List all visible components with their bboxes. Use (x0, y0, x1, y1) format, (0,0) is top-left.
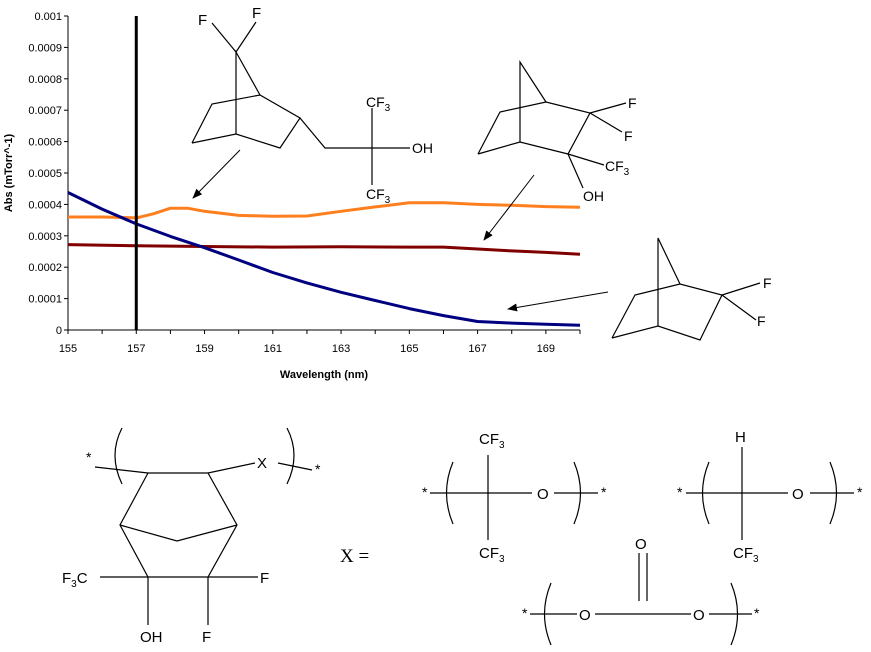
ub-star-left: * (677, 484, 683, 500)
poly-star-left: * (86, 449, 92, 465)
structure-right: F F (611, 237, 772, 341)
annotation-arrows (192, 149, 609, 312)
ua-cf3-top: CF3 (479, 431, 505, 451)
polymer-structure: * X * F3C OH F F (62, 427, 321, 646)
unit-a: * CF3 O CF3 * (422, 431, 607, 565)
poly-star-right: * (315, 461, 321, 477)
rt-f2: F (757, 313, 766, 329)
tl-f2: F (252, 5, 261, 22)
ua-cf3-bottom: CF3 (479, 545, 505, 565)
x-tick-label: 159 (195, 343, 213, 355)
y-tick-label: 0.0005 (28, 168, 62, 180)
structure-top-middle: F F CF3 OH (477, 59, 637, 204)
tl-cf3-bottom: CF3 (366, 186, 391, 206)
ub-cf3-bottom: CF3 (733, 545, 759, 565)
ua-star-left: * (422, 484, 428, 500)
uc-star-right: * (754, 605, 760, 621)
x-tick-label: 163 (332, 343, 350, 355)
poly-x: X (257, 455, 267, 472)
ub-o: O (792, 486, 804, 503)
y-tick-label: 0.0004 (28, 199, 62, 211)
ub-h: H (735, 429, 746, 446)
arrow-to-orange-series (192, 149, 241, 199)
tm-f2: F (624, 128, 633, 144)
poly-f-right: F (260, 570, 269, 587)
uc-o-top: O (635, 536, 647, 553)
poly-f-bottom: F (202, 629, 211, 646)
structure-top-left: F F CF3 OH CF3 (191, 5, 433, 206)
x-tick-label: 165 (400, 343, 418, 355)
x-tick-label: 167 (468, 343, 486, 355)
y-tick-label: 0.0008 (28, 74, 62, 86)
tm-oh: OH (583, 188, 604, 204)
series-layer (67, 191, 581, 327)
tm-cf3: CF3 (605, 158, 630, 178)
series-line-2 (67, 243, 581, 256)
rt-f1: F (763, 275, 772, 291)
x-tick-label: 161 (264, 343, 282, 355)
unit-c: * O O O * (522, 536, 760, 646)
x-axis-ticks: 155 157 159 161 163 165 167 169 (59, 330, 581, 355)
x-axis-label: Wavelength (nm) (280, 369, 369, 381)
ua-star-right: * (601, 484, 607, 500)
y-tick-label: 0 (56, 325, 62, 337)
y-tick-label: 0.0003 (28, 231, 62, 243)
y-tick-label: 0.0001 (28, 294, 62, 306)
absorbance-chart: 0 0.0001 0.0002 0.0003 0.0004 0.0005 0.0006 0.0… (3, 11, 581, 381)
uc-star-left: * (522, 605, 528, 621)
poly-f3c: F3C (62, 570, 88, 590)
tm-f1: F (628, 95, 637, 111)
tl-f1: F (198, 12, 207, 29)
uc-o-left: O (579, 607, 591, 624)
unit-b: * H O CF3 * (677, 429, 863, 565)
y-axis-label: Abs (mTorr^-1) (3, 134, 15, 213)
uc-o-right: O (693, 607, 705, 624)
y-tick-label: 0.0007 (28, 105, 62, 117)
x-tick-label: 169 (537, 343, 555, 355)
arrow-to-blue-series (507, 291, 609, 312)
ub-star-right: * (857, 484, 863, 500)
x-tick-label: 157 (127, 343, 145, 355)
x-tick-label: 155 (59, 343, 77, 355)
y-tick-label: 0.0009 (28, 42, 62, 54)
y-tick-label: 0.001 (34, 11, 62, 23)
x-equals-label: X = (340, 546, 369, 567)
y-axis-ticks: 0 0.0001 0.0002 0.0003 0.0004 0.0005 0.0006 0.0… (28, 11, 68, 337)
tl-oh: OH (412, 140, 433, 156)
poly-oh: OH (140, 629, 163, 646)
series-line-3 (67, 191, 581, 327)
y-tick-label: 0.0006 (28, 137, 62, 149)
arrow-to-red-series (483, 174, 535, 241)
ua-o: O (537, 486, 549, 503)
tl-cf3-top: CF3 (366, 94, 391, 114)
y-tick-label: 0.0002 (28, 262, 62, 274)
series-line-1 (68, 201, 581, 220)
